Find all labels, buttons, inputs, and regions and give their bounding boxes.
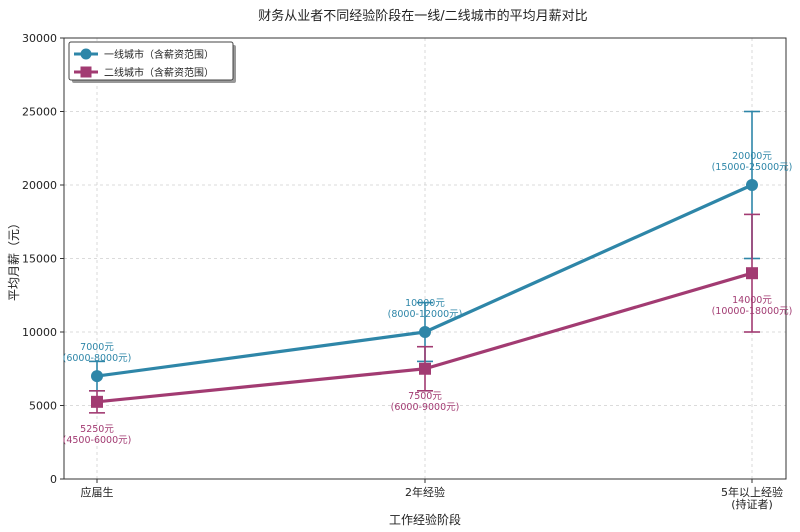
x-axis-label: 工作经验阶段 (389, 512, 461, 527)
data-label: 7000元(6000-8000元) (63, 342, 132, 364)
data-label: 7500元(6000-9000元) (391, 391, 460, 413)
series-layer: 7000元(6000-8000元) 10000元(8000-12000元) 2000… (63, 110, 793, 446)
legend-box (68, 41, 234, 81)
data-label: 20000元(15000-25000元) (712, 151, 793, 173)
data-label: 14000元(10000-18000元) (712, 295, 793, 317)
x-tick-label: 5年以上经验(持证者) (721, 485, 783, 511)
grid-layer (64, 38, 786, 479)
data-point (91, 370, 103, 383)
tick-layer: 0 5000 10000 15000 20000 25000 30000 应届生 2年经验 5年以… (22, 32, 783, 511)
series-1: 7000元(6000-8000元) 10000元(8000-12000元) 2000… (63, 110, 793, 392)
data-label: 5250元(4500-6000元) (63, 424, 132, 446)
data-label: 10000元(8000-12000元) (388, 298, 463, 320)
data-point (746, 179, 758, 191)
data-point (746, 267, 758, 280)
series-2: 5250元(4500-6000元) 7500元(6000-9000元) 14000元… (63, 213, 793, 446)
data-point (419, 362, 431, 375)
legend-label: 二线城市（含薪资范围） (104, 66, 214, 79)
y-tick-label: 5000 (29, 400, 57, 413)
y-tick-label: 10000 (22, 326, 57, 339)
legend-swatch-marker (80, 66, 92, 78)
legend-label: 一线城市（含薪资范围） (104, 48, 214, 61)
x-tick-label: 2年经验 (405, 485, 445, 499)
y-tick-label: 30000 (22, 32, 57, 45)
y-tick-label: 25000 (22, 106, 57, 119)
y-tick-label: 15000 (22, 253, 57, 266)
legend: 一线城市（含薪资范围） 二线城市（含薪资范围） (68, 41, 236, 83)
y-tick-label: 0 (50, 473, 57, 486)
x-tick-label: 应届生 (81, 485, 114, 499)
y-tick-label: 20000 (22, 179, 57, 192)
y-axis-label: 平均月薪（元） (7, 217, 21, 301)
chart-title: 财务从业者不同经验阶段在一线/二线城市的平均月薪对比 (258, 8, 587, 24)
legend-swatch-marker (80, 48, 92, 60)
data-point (419, 326, 431, 338)
data-point (91, 395, 103, 408)
